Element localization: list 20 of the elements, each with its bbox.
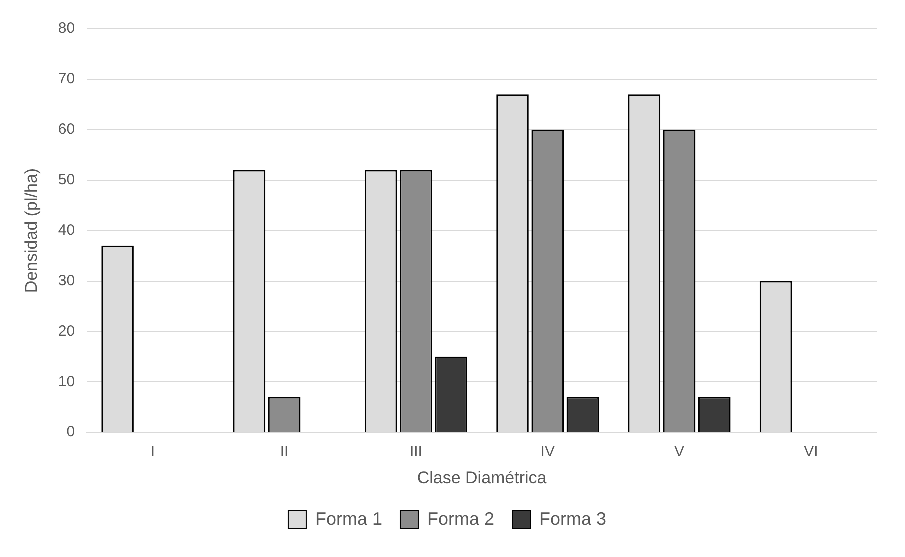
x-tick-label: V (674, 444, 685, 461)
y-tick-label: 0 (66, 424, 76, 441)
y-tick-label: 30 (58, 272, 76, 290)
legend-label: Forma 2 (427, 508, 495, 529)
y-tick-label: 10 (58, 373, 76, 390)
y-tick-label: 60 (58, 121, 76, 138)
y-tick-label: 80 (58, 20, 76, 38)
x-tick-label: I (150, 444, 155, 461)
x-tick-label: II (280, 444, 289, 461)
y-tick-label: 70 (58, 70, 76, 88)
y-tick-label: 50 (58, 171, 76, 188)
y-tick-label: 20 (58, 322, 76, 340)
y-axis-title: Densidad (pl/ha) (22, 168, 41, 294)
legend-label: Forma 3 (540, 508, 607, 529)
y-tick-label: 40 (58, 222, 76, 239)
x-axis-title: Clase Diamétrica (417, 468, 548, 488)
legend-label: Forma 1 (315, 508, 383, 529)
x-tick-label: III (410, 444, 422, 461)
x-tick-label: IV (540, 444, 555, 461)
x-tick-label: VI (804, 444, 818, 461)
